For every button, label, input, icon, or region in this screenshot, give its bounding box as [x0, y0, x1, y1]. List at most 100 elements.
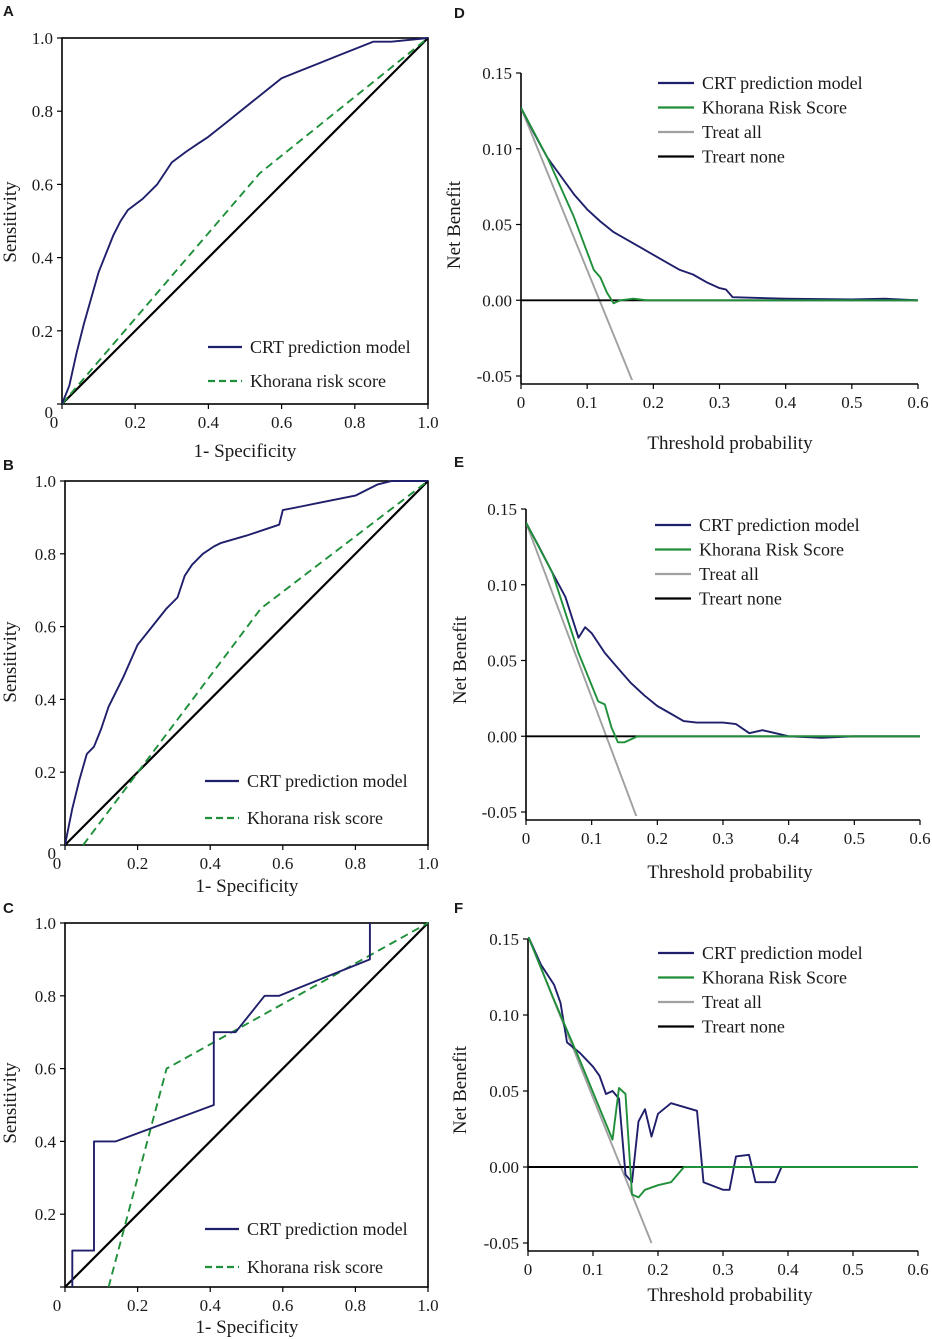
- series-reference-line: [65, 480, 429, 846]
- y-axis-title: Sensitivity: [0, 1062, 21, 1144]
- y-tick-label: 0.8: [35, 545, 56, 564]
- y-tick-label: 1.0: [35, 472, 56, 491]
- x-tick-label: 0: [53, 1296, 62, 1315]
- x-tick-label: 0: [522, 829, 531, 848]
- y-tick-label: -0.05: [477, 367, 512, 386]
- series-khorana-risk-score-line: [107, 922, 429, 1288]
- y-axis-title: Sensitivity: [0, 181, 21, 263]
- x-axis-title: Threshold probability: [647, 433, 813, 454]
- y-tick-label: 0.2: [35, 1205, 56, 1224]
- x-tick-label: 1.0: [417, 1296, 438, 1315]
- series-crt-prediction-model-line: [62, 37, 429, 405]
- y-tick-label: 1.0: [32, 29, 53, 48]
- y-tick-label: 0.6: [35, 618, 56, 637]
- legend-label: Khorana Risk Score: [699, 540, 844, 560]
- panel-c: C 0 0.2 0.4 0.6 0.8 1.0 0.2 0.4 0.6 0.8 1.0 1- Speci…: [0, 900, 439, 1338]
- legend-label: Treart none: [702, 1017, 785, 1037]
- series-khorana-risk-score-line: [62, 37, 429, 405]
- x-axis-title: Threshold probability: [647, 862, 813, 883]
- panel-letter: B: [3, 457, 14, 474]
- legend-label: Khorana risk score: [247, 808, 383, 828]
- y-axis-title: Net Benefit: [450, 1045, 471, 1134]
- y-tick-label: 0.8: [35, 987, 56, 1006]
- series-group: [526, 522, 920, 816]
- x-tick-label: 0: [53, 854, 62, 873]
- x-tick-label: 0.6: [272, 854, 293, 873]
- x-tick-label: 0.4: [778, 829, 800, 848]
- panel-letter: A: [3, 3, 14, 20]
- x-tick-label: 0.6: [271, 413, 292, 432]
- x-tick-label: 1.0: [417, 854, 438, 873]
- series-treat-all-line: [526, 522, 638, 816]
- legend-label: CRT prediction model: [702, 73, 863, 93]
- series-khorana-risk-score-line: [528, 937, 918, 1199]
- y-tick-label: 0.00: [489, 1158, 519, 1177]
- y-tick-label: 0: [48, 844, 57, 863]
- y-tick-label: 0.2: [32, 322, 53, 341]
- series-group: [528, 937, 918, 1244]
- x-tick-label: 0.6: [909, 829, 930, 848]
- series-group: [521, 107, 919, 380]
- series-treat-all-line: [521, 107, 634, 380]
- legend-label: Khorana risk score: [250, 371, 386, 391]
- series-khorana-risk-score-line: [526, 522, 920, 744]
- series-reference-line: [65, 922, 429, 1288]
- x-tick-label: 0: [50, 413, 59, 432]
- x-tick-label: 0.3: [712, 1260, 733, 1279]
- x-tick-label: 0.5: [842, 1260, 863, 1279]
- y-axis-title: Sensitivity: [0, 621, 21, 703]
- legend-label: CRT prediction model: [247, 771, 408, 791]
- panel-letter: C: [3, 900, 14, 917]
- x-tick-label: 0.4: [775, 393, 797, 412]
- panel-a: A 0 0.2 0.4 0.6 0.8 1.0 0 0.2 0.4 0.6 0.8 1.0 1- Spec…: [0, 3, 439, 462]
- x-tick-label: 0.4: [777, 1260, 799, 1279]
- panel-e: E 0 0.1 0.2 0.3 0.4 0.5 0.6 -0.05 0.00 0.05 0.10 0.1…: [450, 454, 931, 883]
- x-tick-label: 0.2: [647, 829, 668, 848]
- x-tick-label: 0.4: [198, 413, 220, 432]
- legend-label: CRT prediction model: [699, 515, 860, 535]
- x-tick-label: 0.3: [709, 393, 730, 412]
- series-crt-prediction-model-line: [521, 107, 919, 302]
- panel-letter: F: [454, 900, 463, 917]
- legend: CRT prediction model Khorana risk score: [205, 771, 408, 828]
- y-tick-label: 0.6: [35, 1060, 56, 1079]
- x-tick-label: 0.6: [272, 1296, 293, 1315]
- panel-letter: E: [454, 454, 464, 471]
- x-tick-label: 0.1: [582, 1260, 603, 1279]
- legend-label: Treat all: [702, 122, 762, 142]
- x-axis-title: 1- Specificity: [194, 441, 297, 462]
- x-tick-label: 0.8: [344, 413, 365, 432]
- y-tick-label: 0.4: [35, 690, 57, 709]
- x-axis-title: 1- Specificity: [196, 876, 299, 897]
- x-tick-label: 0.2: [125, 413, 146, 432]
- x-tick-label: 0.2: [643, 393, 664, 412]
- x-tick-label: 0.5: [844, 829, 865, 848]
- panel-d: D 0 0.1 0.2 0.3 0.4 0.5 0.6 -0.05 0.00 0.05 0.10 0.1…: [444, 5, 929, 454]
- x-tick-label: 0: [524, 1260, 533, 1279]
- legend: CRT prediction model Khorana Risk Score Tr…: [658, 73, 863, 167]
- y-tick-label: 0.4: [32, 249, 54, 268]
- x-tick-label: 0.8: [345, 1296, 366, 1315]
- x-tick-label: 0.2: [127, 854, 148, 873]
- y-tick-label: 0.6: [32, 175, 53, 194]
- legend: CRT prediction model Khorana risk score: [208, 337, 411, 391]
- y-tick-label: 0.10: [487, 576, 517, 595]
- series-group: [62, 37, 429, 405]
- x-tick-label: 0.6: [907, 393, 928, 412]
- y-tick-label: 0.15: [482, 64, 512, 83]
- y-tick-label: -0.05: [484, 1234, 519, 1253]
- legend-label: CRT prediction model: [250, 337, 411, 357]
- y-tick-label: 0.05: [482, 216, 512, 235]
- x-tick-label: 1.0: [417, 413, 438, 432]
- y-tick-label: 0.8: [32, 102, 53, 121]
- x-tick-label: 0.1: [581, 829, 602, 848]
- legend-label: Khorana Risk Score: [702, 968, 847, 988]
- x-axis-title: 1- Specificity: [196, 1317, 299, 1338]
- x-tick-label: 0.4: [200, 854, 222, 873]
- y-tick-label: 0.10: [489, 1006, 519, 1025]
- series-crt-prediction-model-line: [526, 522, 920, 739]
- x-tick-label: 0.1: [577, 393, 598, 412]
- legend-label: Treart none: [699, 589, 782, 609]
- x-tick-label: 0.8: [345, 854, 366, 873]
- plot-frame: [61, 37, 429, 405]
